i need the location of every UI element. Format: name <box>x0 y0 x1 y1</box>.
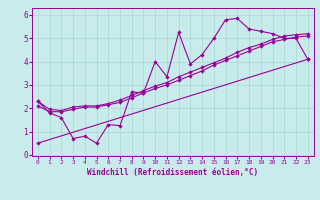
X-axis label: Windchill (Refroidissement éolien,°C): Windchill (Refroidissement éolien,°C) <box>87 168 258 177</box>
